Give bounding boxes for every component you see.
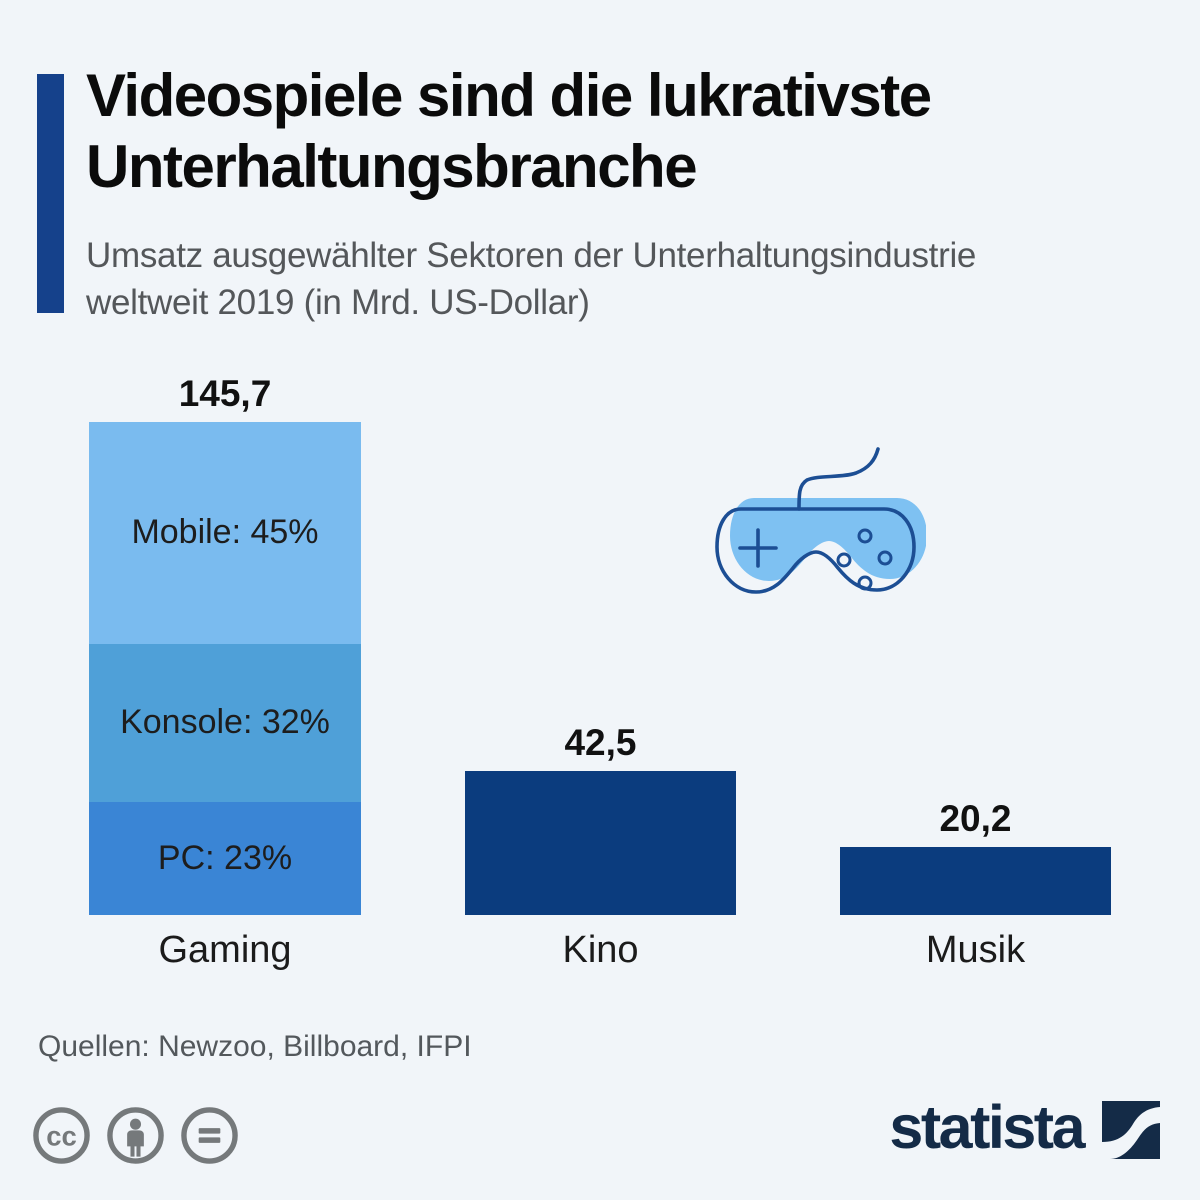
controller-button-top bbox=[857, 528, 873, 544]
game-controller-icon bbox=[715, 447, 926, 594]
cc-license-badge[interactable]: cc bbox=[32, 1106, 239, 1165]
page-title: Videospiele sind die lukrativste Unterha… bbox=[86, 60, 932, 202]
bar-column-kino: 42,5 bbox=[465, 722, 736, 915]
page-title-line1: Videospiele sind die lukrativste bbox=[86, 62, 932, 129]
controller-button-left bbox=[836, 552, 852, 568]
controller-fill-blob bbox=[730, 498, 926, 581]
statista-logo-mark bbox=[1102, 1101, 1160, 1159]
cc-icon: cc bbox=[33, 1107, 90, 1164]
controller-dpad-icon bbox=[738, 528, 778, 568]
segment-mobile: Mobile: 45% bbox=[89, 422, 361, 644]
value-label-gaming: 145,7 bbox=[178, 373, 272, 414]
segment-label-mobile: Mobile: 45% bbox=[131, 513, 319, 552]
bar-gaming: Mobile: 45% Konsole: 32% PC: 23% bbox=[89, 422, 361, 915]
category-label-kino: Kino bbox=[562, 929, 639, 971]
bar-column-gaming: 145,7 Mobile: 45% Konsole: 32% PC: 23% bbox=[89, 373, 361, 915]
category-label-gaming: Gaming bbox=[158, 929, 292, 971]
value-label-musik: 20,2 bbox=[939, 798, 1012, 839]
segment-label-konsole: Konsole: 32% bbox=[120, 703, 330, 742]
bar-kino bbox=[465, 771, 736, 915]
cc-icon-letters: cc bbox=[46, 1120, 77, 1151]
page-title-line2: Unterhaltungsbranche bbox=[86, 133, 698, 200]
segment-pc: PC: 23% bbox=[89, 801, 361, 915]
controller-button-bottom bbox=[857, 575, 873, 591]
segment-label-pc: PC: 23% bbox=[157, 838, 293, 877]
title-accent-bar bbox=[37, 74, 64, 313]
controller-outline bbox=[715, 507, 916, 594]
page-subtitle: Umsatz ausgewählter Sektoren der Unterha… bbox=[86, 232, 976, 326]
statista-logo[interactable]: statista bbox=[889, 1093, 1160, 1161]
page-subtitle-line2: weltweit 2019 (in Mrd. US-Dollar) bbox=[86, 283, 590, 322]
value-label-kino: 42,5 bbox=[564, 722, 637, 763]
category-label-musik: Musik bbox=[925, 929, 1026, 971]
controller-cable bbox=[797, 447, 880, 511]
sources-text: Quellen: Newzoo, Billboard, IFPI bbox=[38, 1030, 472, 1063]
controller-button-right bbox=[877, 550, 893, 566]
bar-musik bbox=[840, 847, 1111, 915]
cc-by-person-icon bbox=[107, 1107, 164, 1164]
page-subtitle-line1: Umsatz ausgewählter Sektoren der Unterha… bbox=[86, 236, 977, 275]
cc-nd-equals-icon bbox=[181, 1107, 238, 1164]
statista-wordmark: statista bbox=[889, 1093, 1085, 1161]
bar-column-musik: 20,2 bbox=[840, 798, 1111, 915]
segment-konsole: Konsole: 32% bbox=[89, 643, 361, 802]
